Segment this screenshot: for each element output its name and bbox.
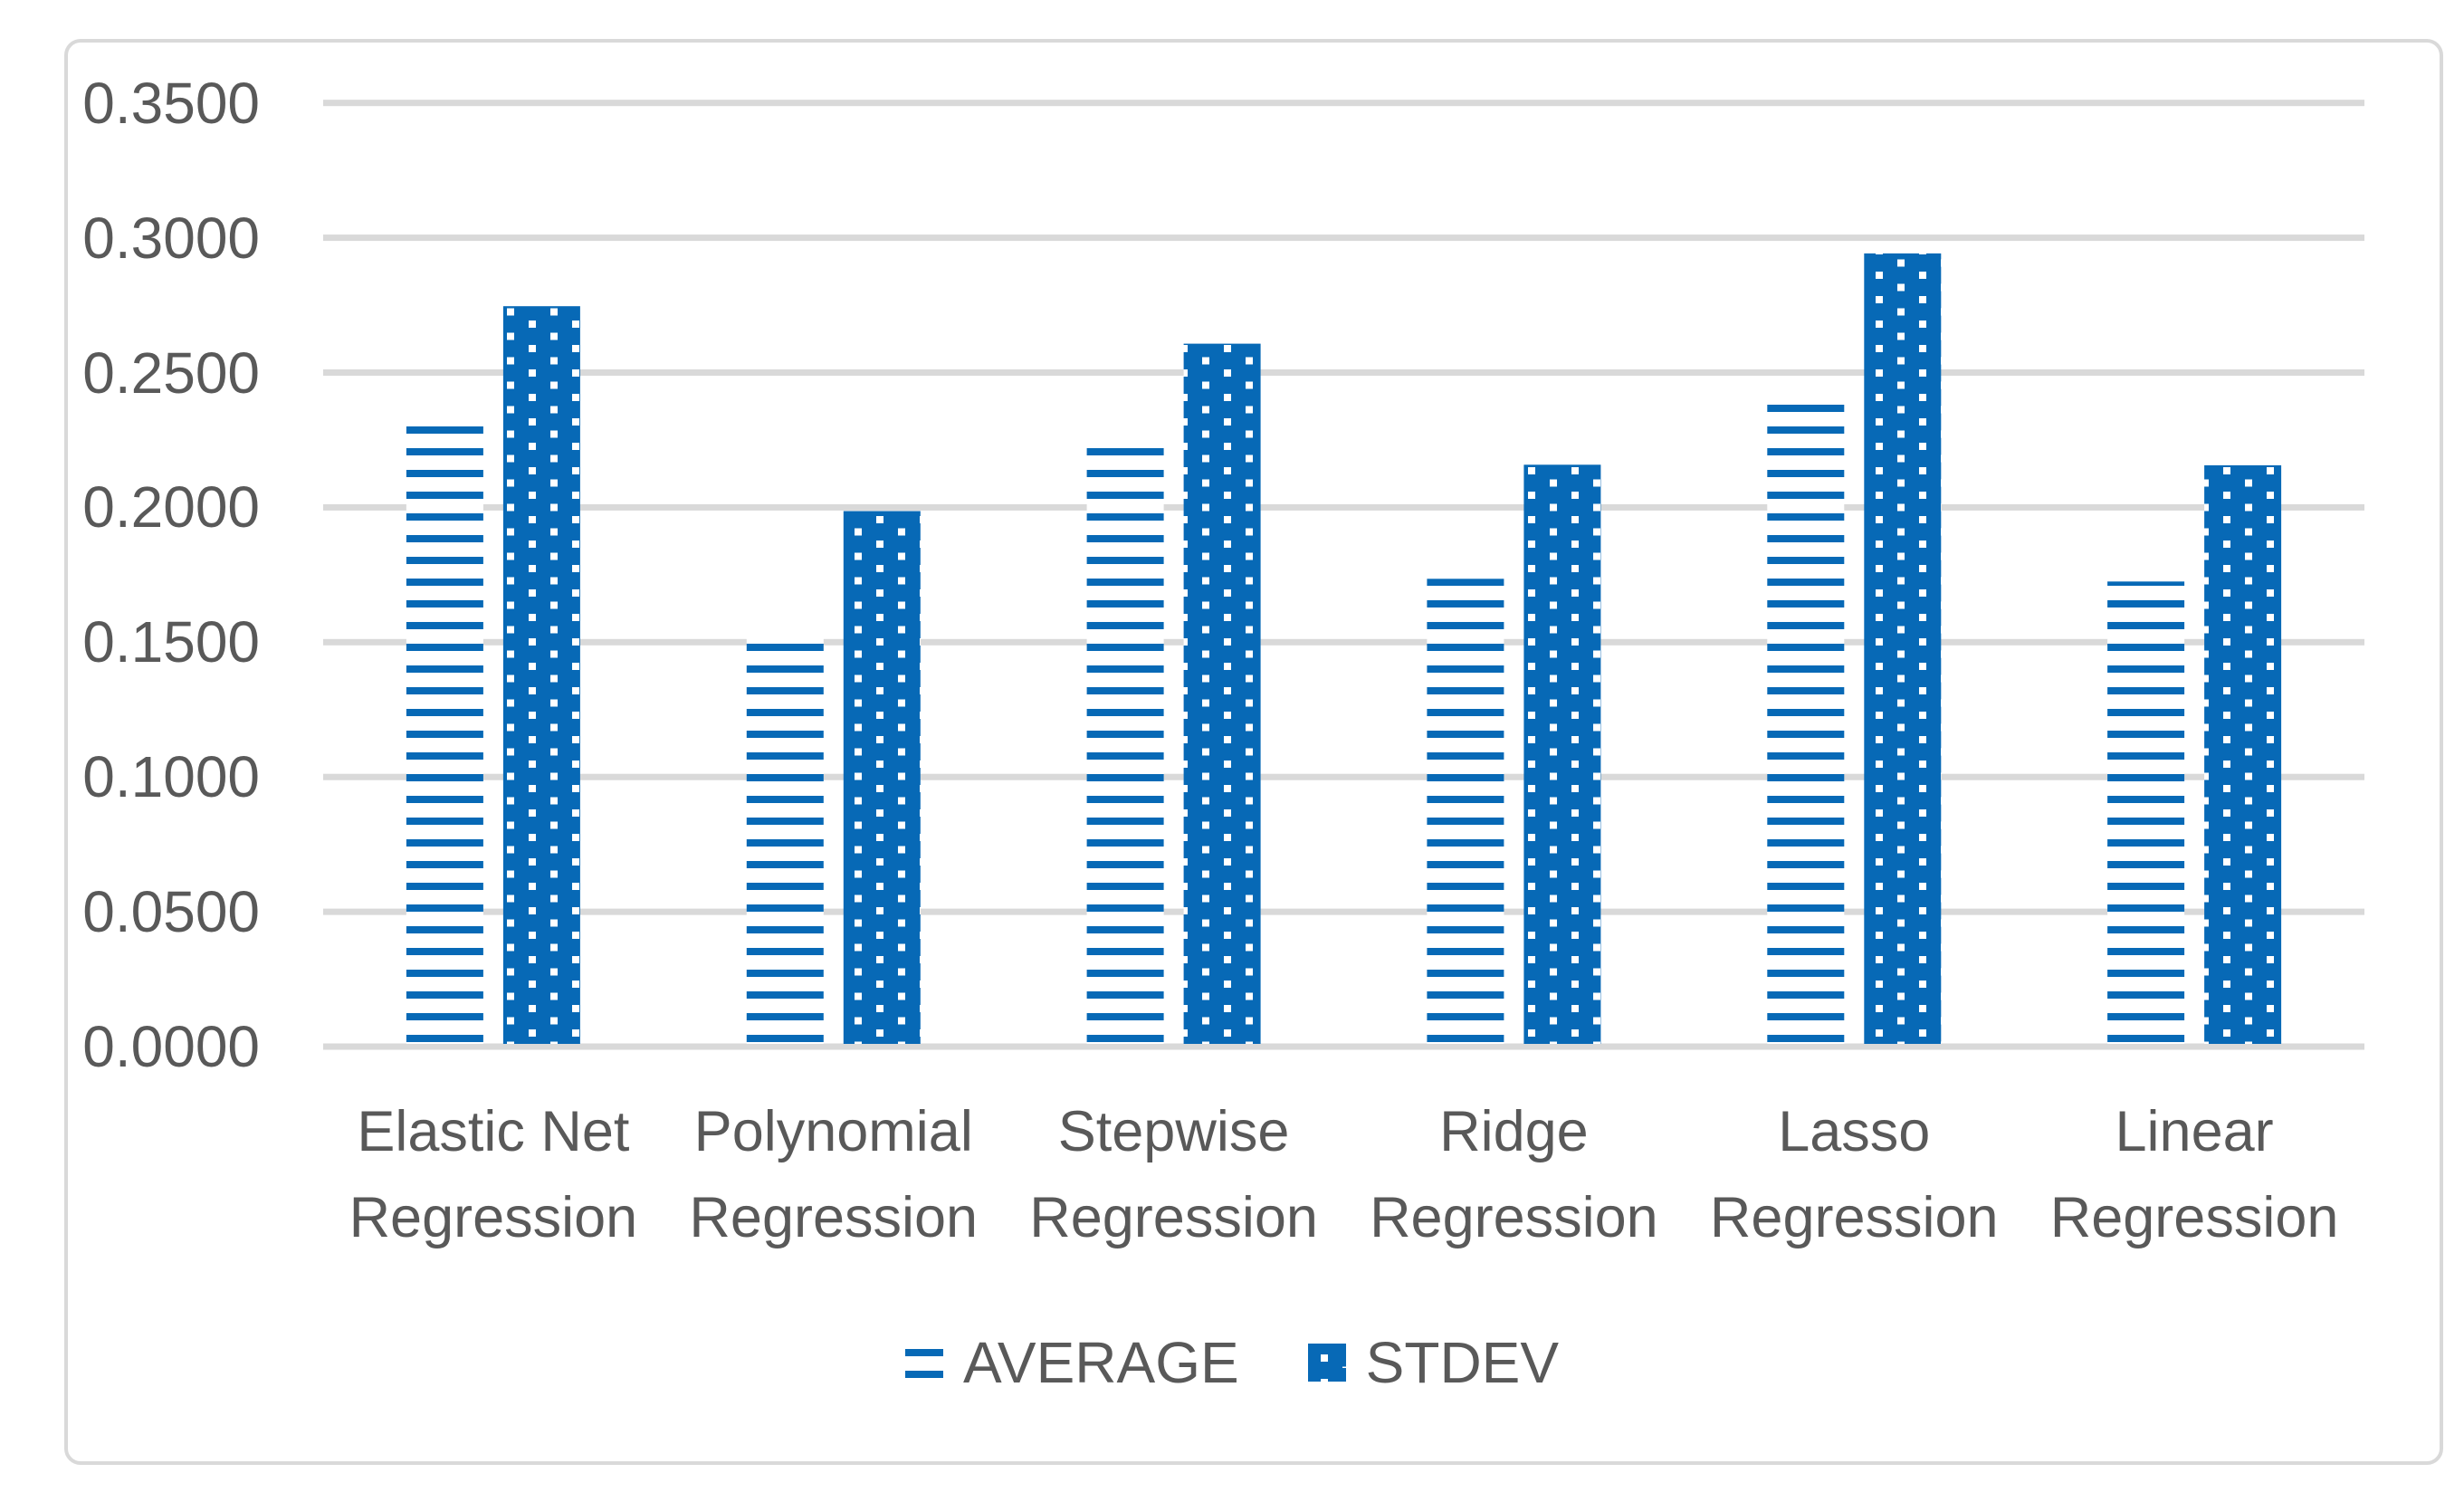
bar-stdev-6 [2204, 464, 2282, 1044]
gridline [323, 1043, 2364, 1050]
x-axis-category-label-line: Linear [2115, 1100, 2274, 1163]
x-axis-category-label-line: Ridge [1439, 1100, 1589, 1163]
legend-item-average: AVERAGE [904, 1329, 1239, 1396]
x-axis-category-label-line: Regression [2049, 1186, 2339, 1249]
x-axis-category-label: Stepwise Regression [979, 1089, 1369, 1261]
bar-average-6 [2107, 581, 2185, 1044]
gridline [323, 100, 2364, 107]
stdev-dots-swatch-icon [1307, 1344, 1346, 1382]
bar-average-5 [1767, 397, 1845, 1044]
x-axis-category-label-line: Regression [1029, 1186, 1318, 1249]
y-axis-tick-label: 0.3000 [82, 205, 260, 271]
x-axis-category-label: Linear Regression [2000, 1089, 2389, 1261]
gridline [323, 369, 2364, 376]
x-axis-category-label-line: Regression [349, 1186, 638, 1249]
x-axis-category-label-line: Polynomial [693, 1100, 973, 1163]
gridline [323, 908, 2364, 915]
y-axis-tick-label: 0.3500 [82, 70, 260, 136]
gridline [323, 773, 2364, 780]
bar-stdev-2 [843, 511, 921, 1044]
x-axis-category-label-line: Regression [689, 1186, 979, 1249]
gridline [323, 503, 2364, 511]
legend-label-stdev: STDEV [1365, 1330, 1560, 1395]
bar-stdev-4 [1523, 464, 1601, 1044]
x-axis-category-label: Lasso Regression [1659, 1089, 2049, 1261]
bar-average-1 [406, 418, 483, 1045]
gridline [323, 234, 2364, 242]
y-axis-tick-label: 0.0500 [82, 879, 260, 945]
x-axis-category-label-line: Regression [1709, 1186, 1999, 1249]
y-axis-tick-label: 0.0000 [82, 1014, 260, 1079]
bar-stdev-5 [1864, 253, 1942, 1044]
x-axis-category-label: Elastic Net Regression [299, 1089, 688, 1261]
x-axis-category-label: Ridge Regression [1319, 1089, 1708, 1261]
x-axis-category-label-line: Stepwise [1057, 1100, 1290, 1163]
x-axis-category-label-line: Elastic Net [357, 1100, 630, 1163]
gridline [323, 638, 2364, 646]
x-axis-category-label-line: Regression [1370, 1186, 1658, 1249]
bar-average-2 [746, 634, 824, 1044]
bar-stdev-1 [502, 306, 580, 1044]
x-axis-category-label: Polynomial Regression [639, 1089, 1028, 1261]
bar-average-4 [1427, 579, 1504, 1044]
bar-stdev-3 [1183, 343, 1261, 1045]
gridlines [323, 100, 2364, 1050]
legend: AVERAGE STDEV [0, 1329, 2464, 1396]
y-axis-tick-label: 0.1500 [82, 609, 260, 675]
legend-label-average: AVERAGE [962, 1330, 1239, 1395]
bars [406, 253, 2282, 1045]
y-axis-tick-label: 0.2500 [82, 340, 260, 406]
bar-average-3 [1086, 445, 1164, 1044]
y-axis-tick-label: 0.2000 [82, 474, 260, 541]
average-stripes-swatch-icon [904, 1344, 943, 1382]
legend-item-stdev: STDEV [1307, 1329, 1560, 1396]
y-axis-tick-label: 0.1000 [82, 744, 260, 810]
x-axis-category-label-line: Lasso [1778, 1100, 1931, 1163]
